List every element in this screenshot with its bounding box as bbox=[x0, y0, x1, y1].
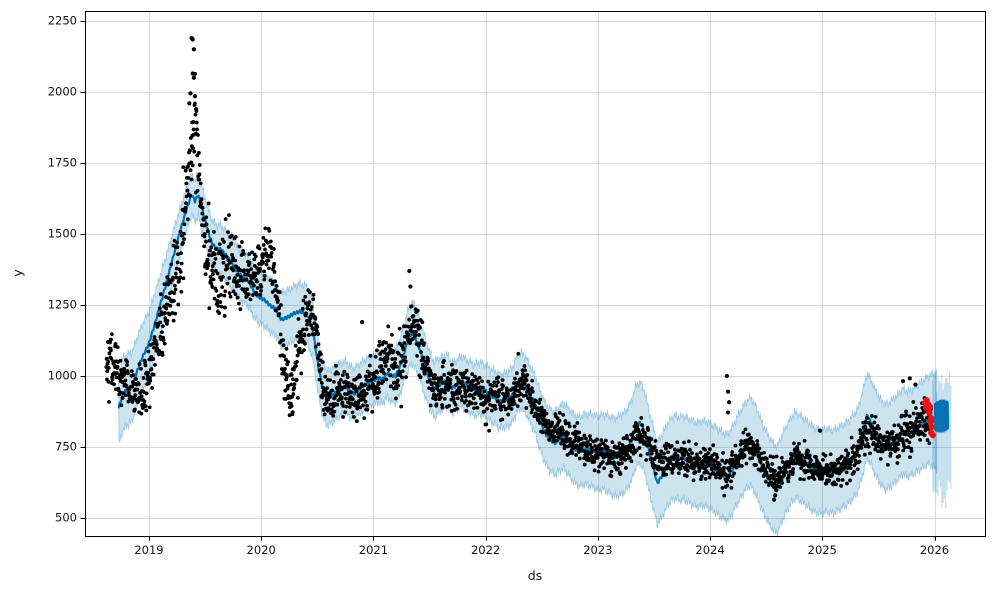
x-tick-label: 2020 bbox=[246, 543, 276, 557]
y-tick-label: 1750 bbox=[47, 155, 77, 170]
y-tick-label: 1250 bbox=[47, 297, 77, 312]
y-tick-label: 1000 bbox=[47, 368, 77, 383]
x-tick-label: 2026 bbox=[919, 543, 950, 557]
x-tick-label: 2021 bbox=[358, 543, 389, 557]
y-tick-label: 1500 bbox=[47, 226, 77, 241]
y-tick-label: 500 bbox=[55, 510, 77, 525]
x-tick-label: 2019 bbox=[134, 543, 164, 557]
x-tick-label: 2023 bbox=[583, 543, 613, 557]
y-tick-label: 750 bbox=[55, 439, 77, 454]
x-tick-label: 2025 bbox=[807, 543, 837, 557]
y-axis-label: y bbox=[9, 269, 25, 277]
y-tick-label: 2250 bbox=[47, 13, 77, 28]
x-tick-label: 2024 bbox=[695, 543, 725, 557]
x-axis-label: ds bbox=[527, 568, 543, 583]
x-tick-label: 2022 bbox=[470, 543, 501, 557]
y-tick-label: 2000 bbox=[47, 84, 77, 99]
